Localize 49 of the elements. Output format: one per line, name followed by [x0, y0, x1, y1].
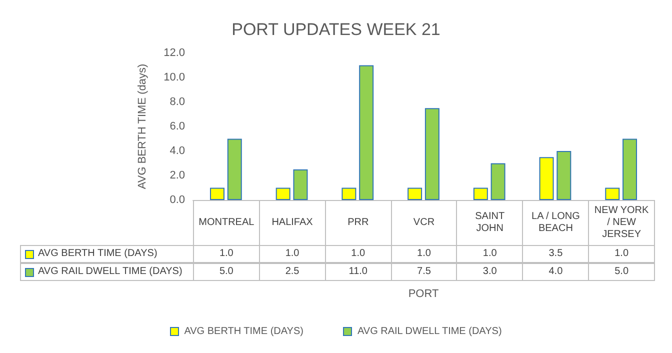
data-label: 3.5	[522, 245, 590, 263]
bar	[227, 138, 242, 200]
data-label: 3.0	[456, 263, 524, 281]
bar	[210, 188, 224, 200]
data-label: 2.5	[258, 263, 326, 281]
text: AVG BERTH TIME (DAYS)	[184, 326, 304, 337]
y-tick-label: 6.0	[170, 120, 185, 132]
x-axis-title: PORT	[407, 288, 440, 300]
data-label: 1.0	[588, 245, 655, 263]
bar	[605, 188, 620, 200]
data-label: 1.0	[324, 245, 392, 263]
y-tick-label: 2.0	[170, 170, 185, 182]
bar	[342, 188, 356, 200]
data-label: 4.0	[522, 263, 590, 281]
x-tick-label: LA / LONG BEACH	[522, 200, 590, 246]
x-tick-label: VCR	[390, 200, 458, 246]
data-label: 5.0	[193, 263, 260, 281]
y-tick-label: 8.0	[170, 96, 185, 108]
bar	[622, 138, 638, 200]
legend-label: AVG BERTH TIME (DAYS)	[38, 248, 158, 260]
x-tick-label: PRR	[324, 200, 392, 246]
data-label: 1.0	[390, 245, 458, 263]
legend-label: AVG RAIL DWELL TIME (DAYS)	[38, 266, 182, 278]
bar	[408, 188, 422, 200]
y-tick-label: 4.0	[170, 145, 185, 157]
y-axis-title: AVG BERTH TIME (days)	[136, 64, 148, 190]
text: AVG RAIL DWELL TIME (DAYS)	[357, 326, 502, 337]
data-label: 11.0	[324, 263, 392, 281]
bar	[359, 65, 374, 200]
y-tick-label: 10.0	[164, 72, 185, 84]
bar	[293, 169, 308, 200]
data-label: 7.5	[390, 263, 458, 281]
data-label: 1.0	[193, 245, 260, 263]
data-label: 1.0	[258, 245, 326, 263]
x-tick-label: NEW YORK / NEW JERSEY	[588, 200, 655, 246]
x-tick-label: MONTREAL	[193, 200, 260, 246]
bar	[424, 108, 440, 200]
bar	[556, 151, 572, 200]
x-tick-label: HALIFAX	[258, 200, 326, 246]
y-tick-label: 12.0	[164, 47, 185, 59]
bar	[473, 188, 488, 200]
data-label: 1.0	[456, 245, 524, 263]
bar	[490, 163, 506, 200]
bar	[539, 157, 554, 200]
data-label: 5.0	[588, 263, 655, 281]
y-tick-label: 0.0	[170, 194, 185, 206]
bar	[276, 188, 290, 200]
x-tick-label: SAINT JOHN	[456, 200, 524, 246]
chart-title: PORT UPDATES WEEK 21	[232, 20, 440, 39]
